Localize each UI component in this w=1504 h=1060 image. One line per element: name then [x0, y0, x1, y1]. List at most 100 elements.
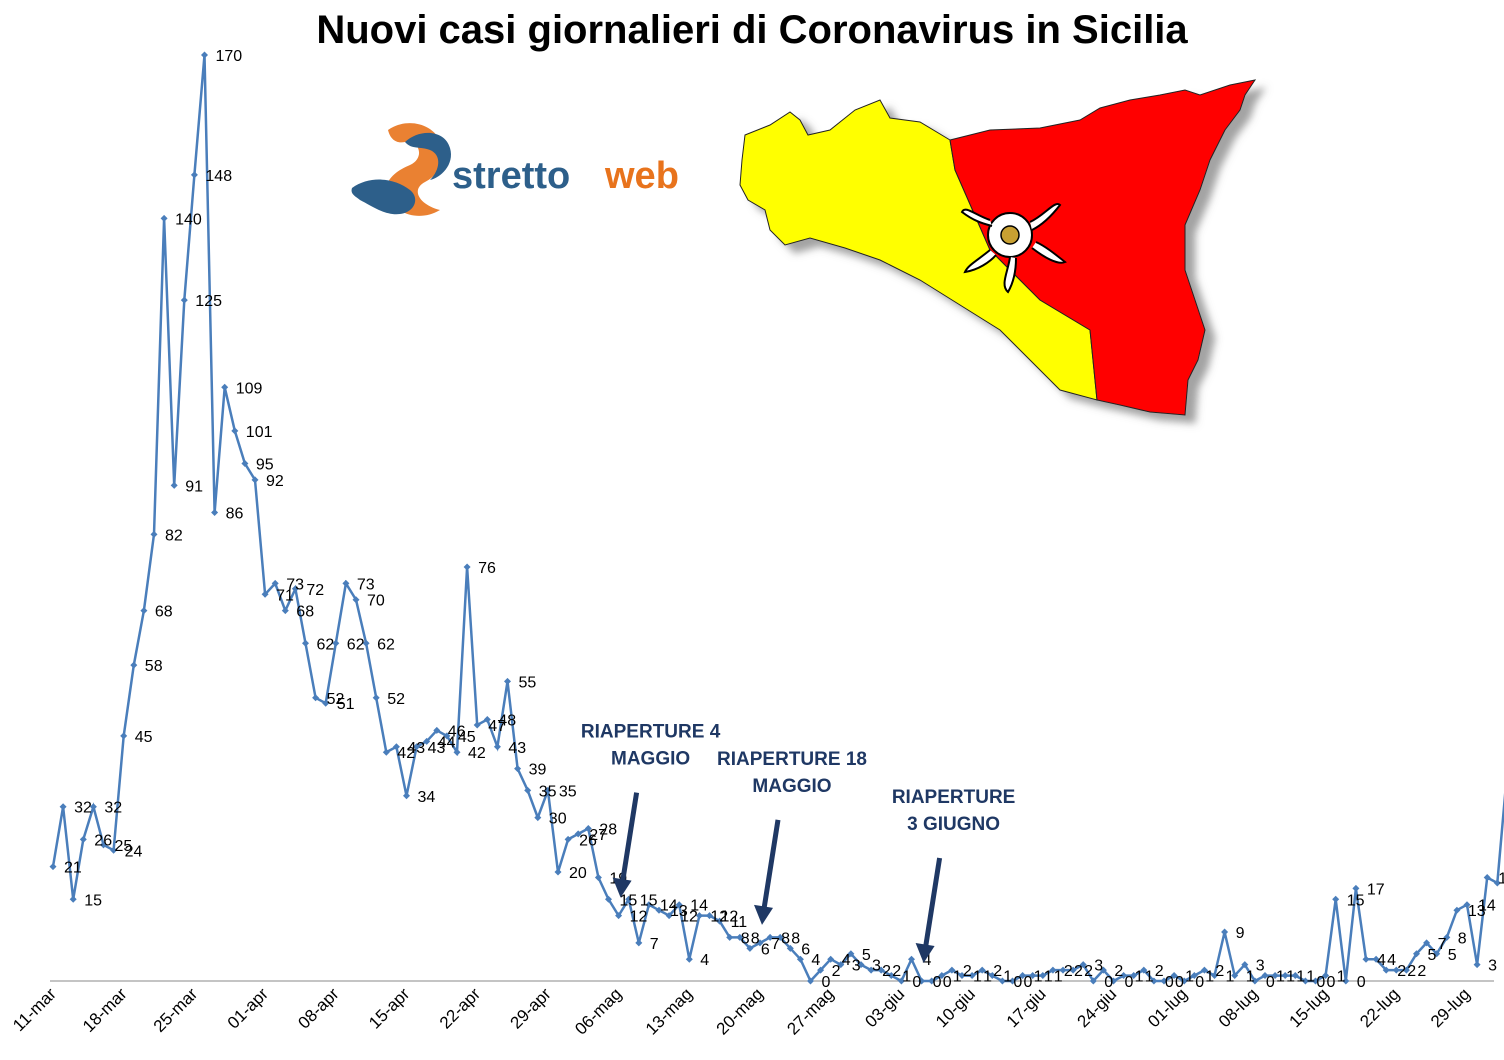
data-point [625, 895, 633, 903]
data-label: 2 [1084, 963, 1093, 980]
x-tick-label: 22-apr [436, 984, 484, 1032]
data-label: 0 [1357, 974, 1366, 991]
data-point [1150, 977, 1158, 985]
data-label: 71 [276, 587, 294, 604]
data-point [877, 966, 885, 974]
data-point [514, 765, 522, 773]
data-label: 73 [286, 576, 304, 593]
data-point [302, 639, 309, 647]
logo-text-left: stretto [452, 155, 570, 197]
annotation-arrow-icon [923, 857, 943, 948]
data-point [594, 874, 602, 882]
strettoweb-logo: stretto web [351, 123, 679, 216]
data-label: 52 [327, 691, 345, 708]
data-label: 68 [296, 604, 314, 621]
data-point [89, 803, 97, 811]
data-label: 148 [205, 168, 232, 185]
data-label: 3 [1256, 958, 1265, 975]
data-label: 52 [387, 691, 405, 708]
data-label: 91 [185, 478, 203, 495]
annotation-text: 3 GIUGNO [907, 814, 1000, 835]
data-point [473, 721, 481, 729]
data-label: 11 [731, 914, 748, 931]
logo-text-right: web [604, 155, 679, 197]
data-point [1039, 972, 1047, 980]
data-point [392, 743, 400, 751]
data-label: 7 [771, 936, 780, 953]
data-point [726, 933, 734, 941]
data-label: 2 [1215, 963, 1224, 980]
data-label: 62 [317, 636, 335, 653]
data-label: 8 [781, 930, 790, 947]
data-point [504, 677, 511, 685]
data-point [281, 607, 289, 615]
data-point [1231, 972, 1239, 980]
data-label: 68 [155, 604, 173, 621]
data-point [1251, 977, 1259, 985]
data-point [605, 895, 612, 903]
data-point [342, 579, 350, 587]
data-point [615, 912, 623, 920]
data-point [948, 966, 956, 974]
x-tick-label: 08-lug [1215, 984, 1262, 1031]
data-label: 95 [256, 457, 274, 474]
data-point [908, 955, 915, 963]
data-label: 0 [912, 974, 921, 991]
data-point [1019, 972, 1027, 980]
data-point [150, 530, 158, 538]
data-point [1463, 901, 1471, 909]
data-label: 76 [478, 560, 496, 577]
data-label: 0 [1125, 974, 1134, 991]
data-label: 0 [1013, 974, 1022, 991]
data-label: 42 [397, 745, 415, 762]
annotation-arrowhead-icon [915, 943, 935, 963]
data-point [756, 939, 764, 947]
data-label: 2 [1064, 963, 1073, 980]
x-tick-label: 01-apr [224, 984, 272, 1032]
data-label: 1 [1226, 969, 1235, 986]
logo-emblem-icon [351, 123, 451, 216]
data-label: 0 [1316, 974, 1325, 991]
data-label: 58 [145, 658, 163, 675]
data-point [1392, 966, 1400, 974]
data-label: 72 [306, 582, 324, 599]
data-point [786, 944, 794, 952]
data-label: 1 [983, 969, 992, 986]
sicily-flag-map [739, 79, 1257, 416]
data-point [716, 917, 724, 925]
data-label: 6 [801, 941, 810, 958]
data-point [988, 972, 996, 980]
data-point [69, 895, 77, 903]
data-point [827, 955, 835, 963]
data-point [382, 748, 390, 756]
data-point [372, 694, 380, 702]
data-point [695, 912, 703, 920]
data-point [160, 214, 168, 222]
data-point [685, 955, 693, 963]
data-label: 1 [1044, 969, 1053, 986]
data-label: 0 [822, 974, 831, 991]
data-label: 13 [670, 903, 688, 920]
data-label: 14 [690, 898, 708, 915]
data-label: 14 [1478, 898, 1496, 915]
data-point [1402, 966, 1410, 974]
data-label: 27 [589, 827, 607, 844]
data-label: 8 [791, 930, 800, 947]
data-label: 47 [488, 718, 506, 735]
data-label: 0 [1104, 974, 1113, 991]
annotation-text: MAGGIO [752, 776, 831, 797]
data-label: 2 [1114, 963, 1123, 980]
data-point [1130, 972, 1138, 980]
data-label: 2 [1417, 963, 1426, 980]
data-point [1271, 972, 1279, 980]
data-label: 4 [811, 952, 820, 969]
data-point [231, 427, 239, 435]
data-label: 15 [620, 892, 638, 909]
data-point [796, 955, 804, 963]
data-point [534, 814, 542, 822]
data-label: 2 [882, 963, 891, 980]
data-point [49, 863, 57, 871]
data-point [968, 972, 976, 980]
data-label: 0 [943, 974, 952, 991]
data-label: 3 [1488, 958, 1497, 975]
